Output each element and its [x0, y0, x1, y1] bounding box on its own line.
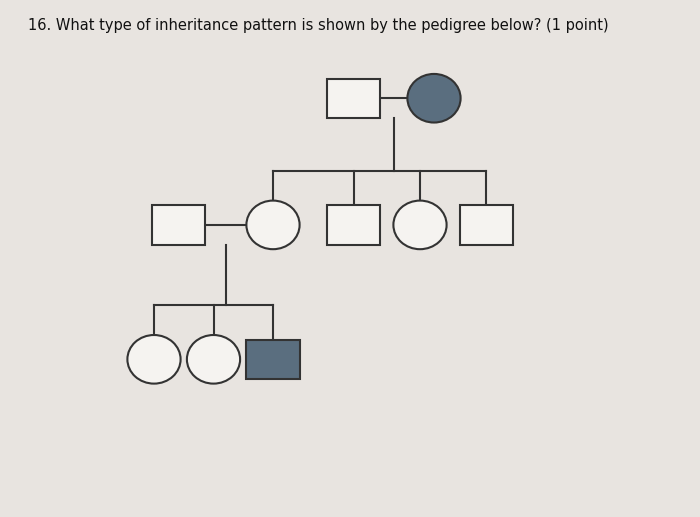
Ellipse shape [393, 201, 447, 249]
Ellipse shape [187, 335, 240, 384]
FancyBboxPatch shape [327, 79, 380, 118]
Ellipse shape [127, 335, 181, 384]
FancyBboxPatch shape [152, 205, 205, 245]
FancyBboxPatch shape [246, 340, 300, 379]
FancyBboxPatch shape [327, 205, 380, 245]
Ellipse shape [407, 74, 461, 123]
Text: 16. What type of inheritance pattern is shown by the pedigree below? (1 point): 16. What type of inheritance pattern is … [28, 18, 608, 33]
FancyBboxPatch shape [460, 205, 513, 245]
Ellipse shape [246, 201, 300, 249]
